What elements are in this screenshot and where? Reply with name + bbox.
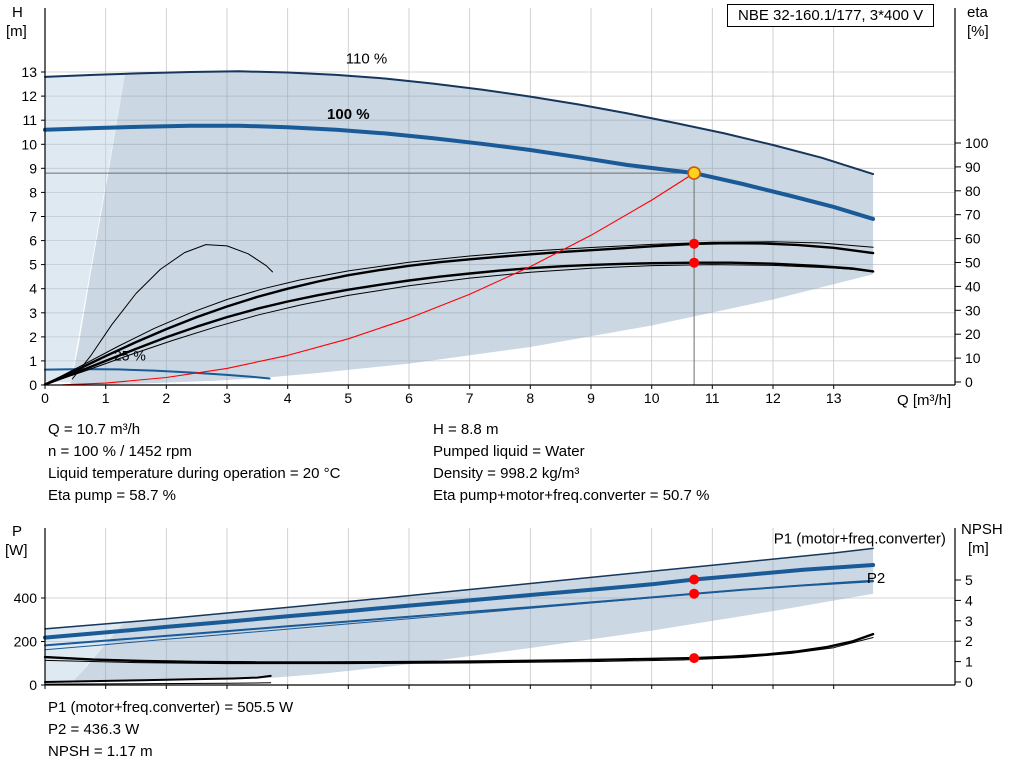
operating-data-left: Q = 10.7 m³/h n = 100 % / 1452 rpm Liquid …	[48, 419, 340, 507]
svg-text:2: 2	[965, 633, 973, 649]
svg-text:10: 10	[21, 136, 37, 152]
svg-text:6: 6	[405, 390, 413, 406]
eta-axis-unit: [%]	[967, 23, 989, 40]
svg-text:100: 100	[965, 135, 989, 151]
info-line: Pumped liquid = Water	[433, 443, 585, 460]
svg-text:100 %: 100 %	[327, 106, 370, 123]
svg-text:25 %: 25 %	[114, 347, 146, 363]
npsh-axis-unit: [m]	[968, 540, 989, 557]
svg-text:1: 1	[29, 353, 37, 369]
svg-text:6: 6	[29, 233, 37, 249]
svg-text:13: 13	[21, 64, 37, 80]
info-line: Liquid temperature during operation = 20…	[48, 465, 341, 482]
svg-text:0: 0	[29, 377, 37, 393]
svg-text:P2: P2	[867, 570, 885, 587]
info-line: Eta pump = 58.7 %	[48, 487, 176, 504]
svg-text:70: 70	[965, 207, 981, 223]
info-line: P2 = 436.3 W	[48, 721, 140, 738]
svg-text:40: 40	[965, 278, 981, 294]
svg-text:5: 5	[344, 390, 352, 406]
pump-type-box: NBE 32-160.1/177, 3*400 V	[727, 4, 935, 27]
svg-text:4: 4	[965, 592, 973, 608]
svg-text:2: 2	[29, 329, 37, 345]
info-line: Eta pump+motor+freq.converter = 50.7 %	[433, 487, 710, 504]
svg-text:1: 1	[102, 390, 110, 406]
info-line: Density = 998.2 kg/m³	[433, 465, 580, 482]
svg-text:4: 4	[284, 390, 292, 406]
svg-text:200: 200	[14, 634, 38, 650]
svg-text:90: 90	[965, 159, 981, 175]
operating-data-right: H = 8.8 m Pumped liquid = Water Density = …	[433, 419, 709, 507]
svg-text:8: 8	[526, 390, 534, 406]
svg-text:80: 80	[965, 183, 981, 199]
svg-text:110 %: 110 %	[346, 51, 387, 68]
h-axis-unit: [m]	[6, 23, 27, 40]
svg-text:5: 5	[29, 257, 37, 273]
svg-text:3: 3	[29, 305, 37, 321]
svg-text:9: 9	[29, 160, 37, 176]
svg-text:10: 10	[965, 350, 981, 366]
svg-text:0: 0	[965, 374, 973, 390]
svg-text:0: 0	[29, 677, 37, 693]
svg-text:12: 12	[765, 390, 781, 406]
svg-text:400: 400	[14, 590, 38, 606]
svg-text:4: 4	[29, 281, 37, 297]
p-axis-unit: [W]	[5, 542, 28, 559]
svg-text:11: 11	[705, 390, 720, 406]
svg-text:1: 1	[965, 654, 973, 670]
svg-text:3: 3	[965, 613, 973, 629]
svg-text:13: 13	[826, 390, 842, 406]
svg-text:0: 0	[41, 390, 49, 406]
svg-text:30: 30	[965, 302, 981, 318]
svg-text:2: 2	[162, 390, 170, 406]
svg-text:7: 7	[29, 209, 37, 225]
svg-text:7: 7	[466, 390, 474, 406]
svg-text:20: 20	[965, 326, 981, 342]
info-line: P1 (motor+freq.converter) = 505.5 W	[48, 699, 294, 716]
svg-text:60: 60	[965, 231, 981, 247]
info-line: n = 100 % / 1452 rpm	[48, 443, 192, 460]
svg-text:P1 (motor+freq.converter): P1 (motor+freq.converter)	[774, 531, 946, 548]
info-line: H = 8.8 m	[433, 421, 499, 438]
q-axis-label: Q [m³/h]	[897, 392, 952, 409]
eta-axis-title: eta	[967, 4, 988, 21]
h-axis-title: H	[12, 4, 23, 21]
power-npsh-results: P1 (motor+freq.converter) = 505.5 W P2 = …	[48, 697, 293, 763]
svg-text:8: 8	[29, 184, 37, 200]
svg-text:0: 0	[965, 674, 973, 690]
svg-text:12: 12	[21, 88, 37, 104]
svg-text:5: 5	[965, 572, 973, 588]
npsh-axis-title: NPSH	[961, 521, 1003, 538]
info-line: NPSH = 1.17 m	[48, 743, 153, 760]
info-line: Q = 10.7 m³/h	[48, 421, 141, 438]
svg-text:9: 9	[587, 390, 595, 406]
p-axis-title: P	[12, 523, 23, 540]
svg-text:3: 3	[223, 390, 231, 406]
svg-text:11: 11	[22, 112, 37, 128]
svg-text:50: 50	[965, 255, 981, 271]
svg-text:10: 10	[644, 390, 660, 406]
